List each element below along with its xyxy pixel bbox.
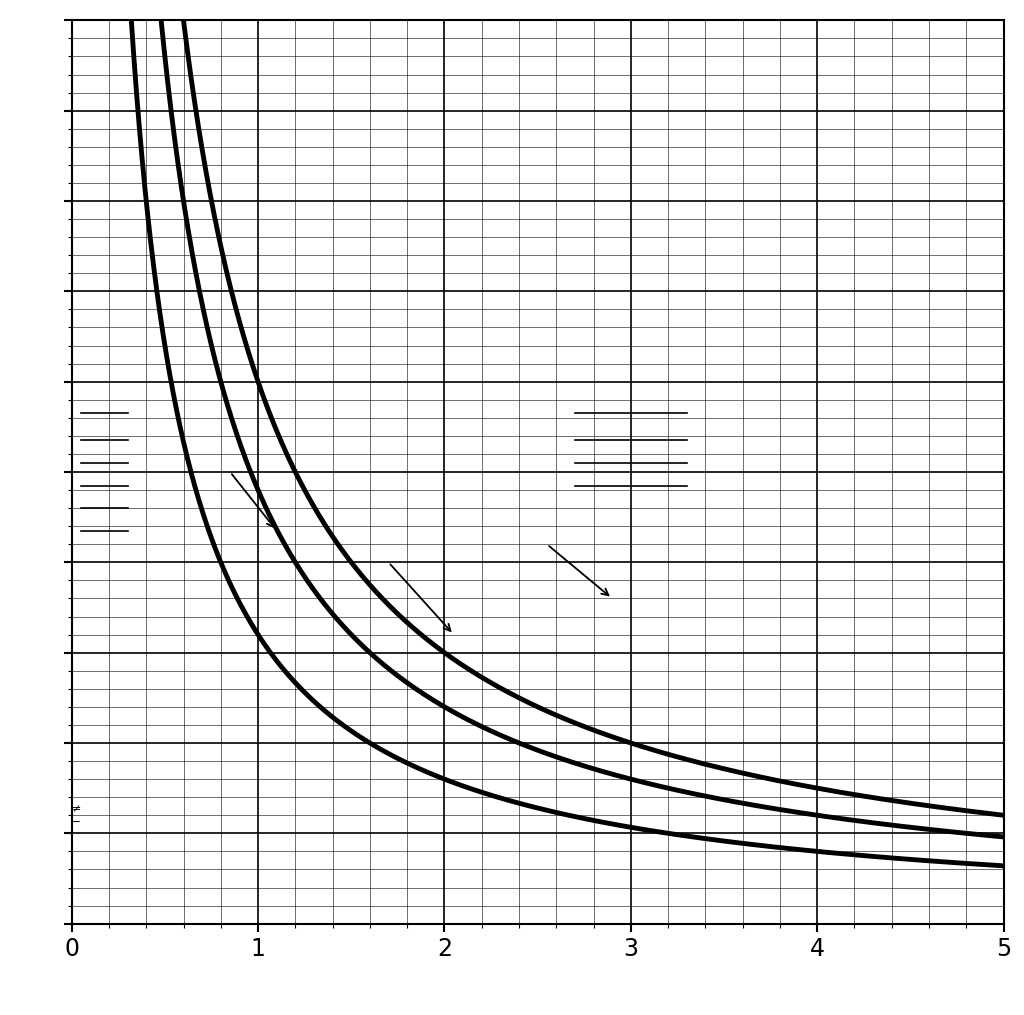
Text: ≠
─: ≠ ─	[72, 805, 81, 826]
